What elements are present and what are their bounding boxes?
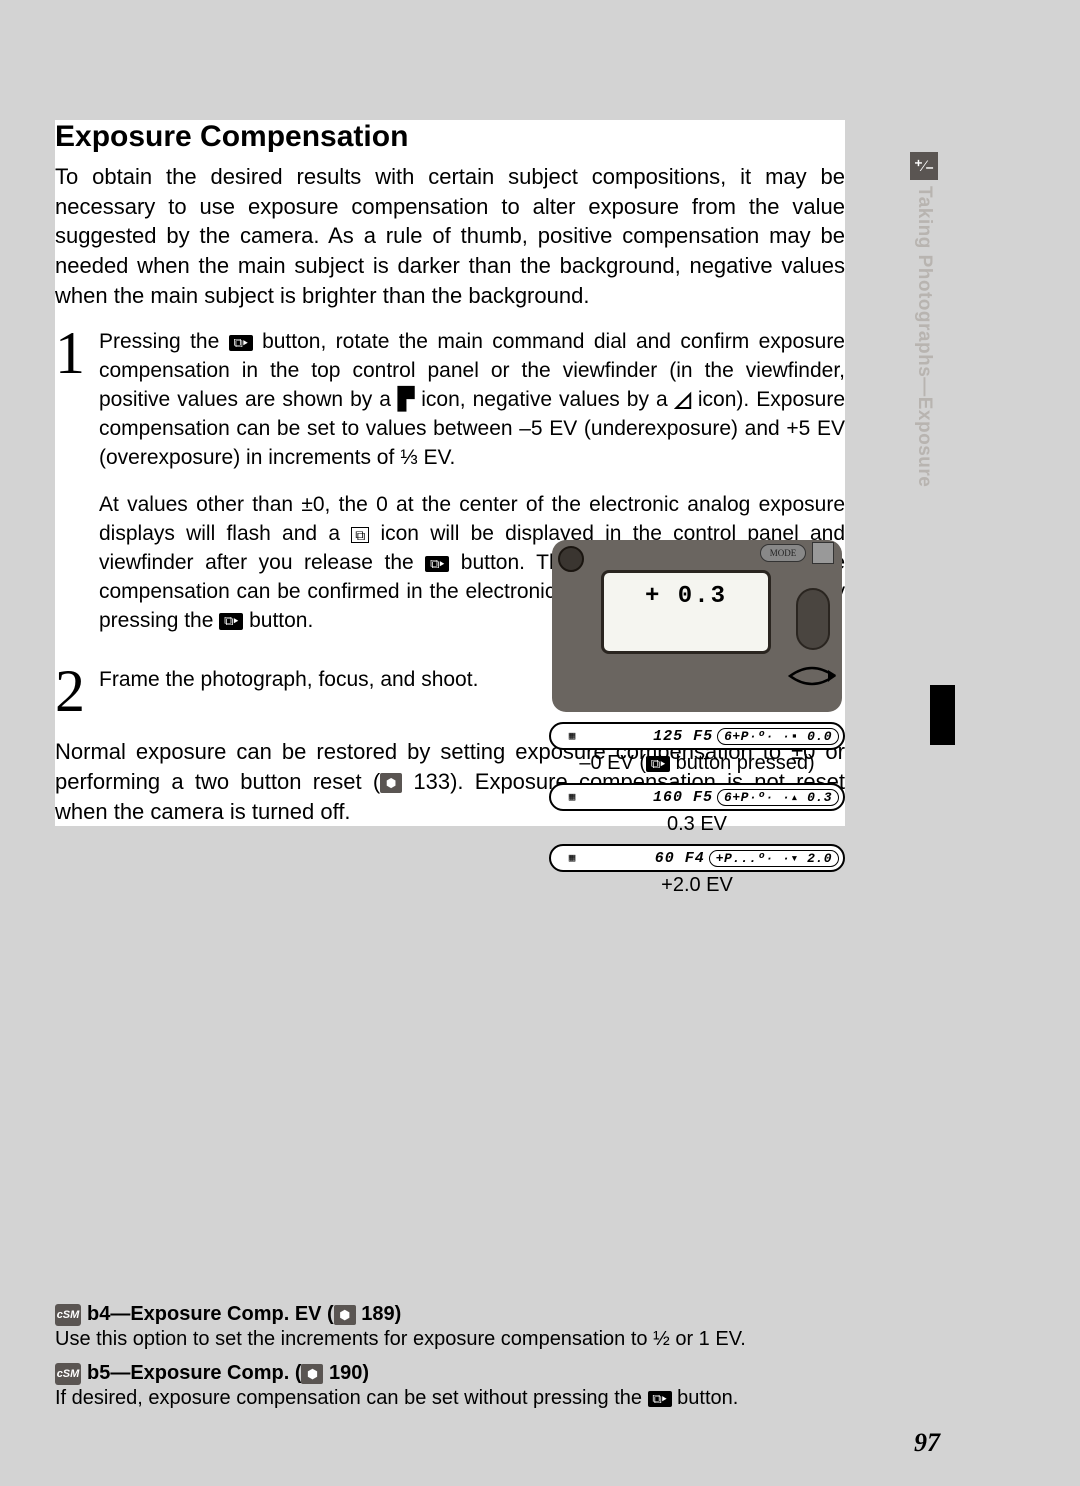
exposure-display-2: ▦ 60 F4 +P...º· ·▾ 2.0 +2.0 EV bbox=[549, 844, 845, 897]
camera-lcd-display: + 0.3 bbox=[601, 570, 771, 654]
exposure-comp-icon: ⁺⁄₋ bbox=[910, 152, 938, 180]
exposure-display-1: ▦ 160 F5 6+P·º· ·▴ 0.3 0.3 EV bbox=[549, 783, 845, 836]
reference-icon: ⬢ bbox=[380, 773, 402, 793]
camera-corner-button bbox=[812, 542, 834, 564]
csm-icon: cSM bbox=[55, 1363, 81, 1385]
rotate-arrow-icon bbox=[784, 658, 840, 696]
intro-paragraph: To obtain the desired results with certa… bbox=[55, 162, 845, 310]
csm-icon: cSM bbox=[55, 1304, 81, 1326]
footnote-b5-body: If desired, exposure compensation can be… bbox=[55, 1385, 845, 1411]
step-number: 2 bbox=[55, 666, 93, 717]
negative-icon: ◿ bbox=[675, 388, 691, 411]
footnotes: cSM b4—Exposure Comp. EV (⬢ 189) Use thi… bbox=[55, 1303, 845, 1421]
reference-icon: ⬢ bbox=[334, 1305, 356, 1325]
exposure-label-1: 0.3 EV bbox=[549, 813, 845, 836]
camera-mode-button: MODE bbox=[760, 544, 806, 562]
step-number: 1 bbox=[55, 328, 93, 654]
side-tab-text: Taking Photographs—Exposure bbox=[913, 186, 935, 487]
page-number: 97 bbox=[914, 1428, 940, 1458]
exposure-display-0: ▦ 125 F5 6+P·º· ·▪ 0.0 –0 EV (⧉▸ button … bbox=[549, 722, 845, 775]
ev-button-icon: ⧉▸ bbox=[425, 556, 449, 572]
ev-button-icon: ⧉▸ bbox=[648, 1391, 672, 1407]
camera-command-dial bbox=[796, 588, 830, 650]
ev-button-icon: ⧉▸ bbox=[229, 335, 253, 351]
exposure-label-2: +2.0 EV bbox=[549, 874, 845, 897]
footnote-b4: cSM b4—Exposure Comp. EV (⬢ 189) Use thi… bbox=[55, 1303, 845, 1352]
ev-button-icon: ⧉▸ bbox=[219, 613, 243, 629]
footnote-b5: cSM b5—Exposure Comp. (⬢ 190) If desired… bbox=[55, 1362, 845, 1411]
ev-button-icon: ⧉▸ bbox=[646, 756, 670, 772]
meter-icon: ▦ bbox=[555, 729, 589, 743]
ev-indicator-icon: ⧉ bbox=[351, 527, 369, 543]
positive-icon: ▛ bbox=[398, 388, 414, 411]
page-content: Exposure Compensation To obtain the desi… bbox=[55, 120, 845, 826]
page-title: Exposure Compensation bbox=[55, 120, 845, 154]
side-tab: ⁺⁄₋ Taking Photographs—Exposure bbox=[905, 152, 943, 487]
page-edge-tab bbox=[930, 685, 955, 745]
camera-button-left bbox=[558, 546, 584, 572]
reference-icon: ⬢ bbox=[301, 1364, 323, 1384]
camera-illustration: MODE + 0.3 bbox=[552, 540, 842, 712]
footnote-b4-body: Use this option to set the increments fo… bbox=[55, 1326, 845, 1352]
exposure-label-0: –0 EV (⧉▸ button pressed) bbox=[549, 752, 845, 775]
meter-icon: ▦ bbox=[555, 851, 589, 865]
meter-icon: ▦ bbox=[555, 790, 589, 804]
illustration-column: MODE + 0.3 ▦ 125 F5 6+P·º· ·▪ 0.0 –0 EV … bbox=[549, 540, 845, 905]
